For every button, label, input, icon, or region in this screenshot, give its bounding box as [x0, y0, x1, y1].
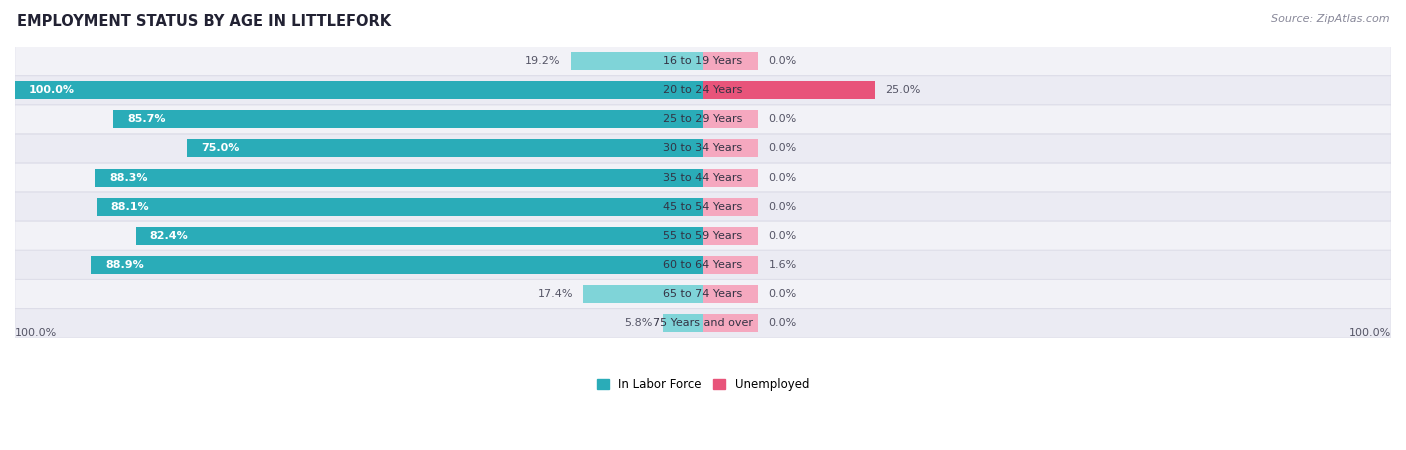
FancyBboxPatch shape: [15, 163, 1391, 192]
FancyBboxPatch shape: [15, 309, 1391, 338]
Text: 0.0%: 0.0%: [768, 172, 797, 183]
Text: 19.2%: 19.2%: [524, 56, 561, 66]
Bar: [136, 227, 703, 245]
Text: EMPLOYMENT STATUS BY AGE IN LITTLEFORK: EMPLOYMENT STATUS BY AGE IN LITTLEFORK: [17, 14, 391, 28]
Bar: [703, 314, 758, 332]
Bar: [703, 227, 758, 245]
Text: 0.0%: 0.0%: [768, 56, 797, 66]
FancyBboxPatch shape: [15, 251, 1391, 279]
FancyBboxPatch shape: [15, 280, 1391, 308]
Text: 1.6%: 1.6%: [768, 260, 797, 270]
Bar: [703, 285, 758, 303]
Bar: [703, 256, 758, 274]
Text: 88.1%: 88.1%: [111, 202, 149, 211]
Text: 55 to 59 Years: 55 to 59 Years: [664, 231, 742, 241]
Text: 85.7%: 85.7%: [127, 114, 166, 124]
Text: 0.0%: 0.0%: [768, 202, 797, 211]
Bar: [703, 140, 758, 158]
Bar: [571, 52, 703, 70]
Text: 88.3%: 88.3%: [110, 172, 148, 183]
Text: 45 to 54 Years: 45 to 54 Years: [664, 202, 742, 211]
Text: 16 to 19 Years: 16 to 19 Years: [664, 56, 742, 66]
Text: 0.0%: 0.0%: [768, 318, 797, 328]
Text: 0.0%: 0.0%: [768, 289, 797, 299]
Bar: [703, 110, 758, 128]
Text: 35 to 44 Years: 35 to 44 Years: [664, 172, 742, 183]
Text: 100.0%: 100.0%: [28, 85, 75, 95]
Text: 25.0%: 25.0%: [886, 85, 921, 95]
Bar: [703, 198, 758, 216]
Bar: [15, 81, 703, 99]
Text: 17.4%: 17.4%: [537, 289, 574, 299]
Bar: [114, 110, 703, 128]
Text: 20 to 24 Years: 20 to 24 Years: [664, 85, 742, 95]
Text: 0.0%: 0.0%: [768, 144, 797, 153]
Bar: [703, 52, 758, 70]
Text: 0.0%: 0.0%: [768, 231, 797, 241]
FancyBboxPatch shape: [15, 47, 1391, 75]
Text: 82.4%: 82.4%: [150, 231, 188, 241]
FancyBboxPatch shape: [15, 105, 1391, 134]
FancyBboxPatch shape: [15, 221, 1391, 250]
Text: Source: ZipAtlas.com: Source: ZipAtlas.com: [1271, 14, 1389, 23]
Bar: [583, 285, 703, 303]
FancyBboxPatch shape: [15, 193, 1391, 221]
Text: 100.0%: 100.0%: [15, 328, 58, 338]
Bar: [96, 168, 703, 187]
Bar: [187, 140, 703, 158]
Text: 88.9%: 88.9%: [105, 260, 143, 270]
Text: 0.0%: 0.0%: [768, 114, 797, 124]
Legend: In Labor Force, Unemployed: In Labor Force, Unemployed: [592, 374, 814, 396]
FancyBboxPatch shape: [15, 76, 1391, 104]
Bar: [703, 81, 875, 99]
FancyBboxPatch shape: [15, 134, 1391, 163]
Text: 75 Years and over: 75 Years and over: [652, 318, 754, 328]
Bar: [91, 256, 703, 274]
Text: 65 to 74 Years: 65 to 74 Years: [664, 289, 742, 299]
Bar: [664, 314, 703, 332]
Text: 75.0%: 75.0%: [201, 144, 239, 153]
Text: 100.0%: 100.0%: [1348, 328, 1391, 338]
Text: 60 to 64 Years: 60 to 64 Years: [664, 260, 742, 270]
Text: 25 to 29 Years: 25 to 29 Years: [664, 114, 742, 124]
Text: 30 to 34 Years: 30 to 34 Years: [664, 144, 742, 153]
Bar: [97, 198, 703, 216]
Bar: [703, 168, 758, 187]
Text: 5.8%: 5.8%: [624, 318, 652, 328]
